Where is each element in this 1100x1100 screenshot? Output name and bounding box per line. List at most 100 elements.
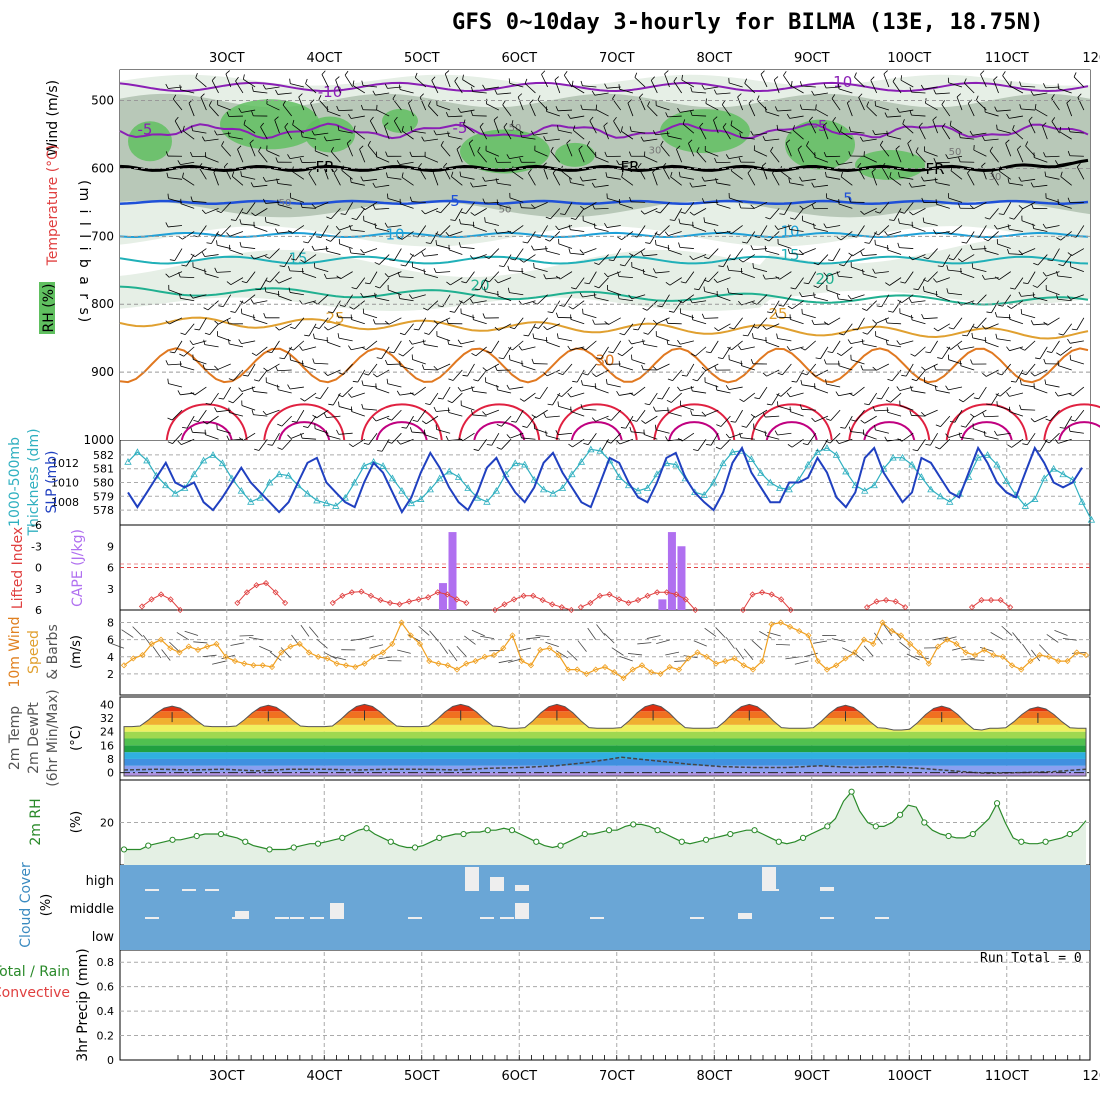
li-marker	[768, 591, 775, 598]
wind-barb	[1034, 387, 1048, 394]
wind-barb-flag	[262, 176, 267, 182]
wind-barb-flag	[1032, 223, 1035, 229]
wind-barb	[448, 231, 463, 237]
wind-barb-flag	[967, 168, 972, 174]
wind-barb	[600, 346, 609, 359]
wind-barb-flag	[1060, 171, 1063, 177]
wind-barb	[570, 115, 585, 119]
wind-barb	[680, 176, 694, 180]
wind-barb	[241, 340, 256, 344]
wind-barb-flag	[201, 209, 206, 214]
wind-barb-flag	[1043, 321, 1048, 326]
wind-barb	[253, 226, 268, 232]
li-tick: -3	[31, 540, 42, 553]
contour-label: 50	[509, 123, 522, 134]
wind-barb	[595, 387, 609, 394]
wind-barb-flag	[677, 107, 681, 113]
wind10m-barb	[332, 656, 347, 661]
wind-barb-flag	[409, 427, 413, 433]
wind-barb	[302, 272, 317, 279]
wind-barb-flag	[604, 321, 609, 325]
thickness-marker	[379, 462, 387, 469]
wind-barb	[450, 277, 463, 286]
wind-barb	[777, 109, 792, 112]
wind-barb-flag	[862, 332, 868, 335]
rh-marker	[145, 842, 152, 849]
wind10m-barb	[1022, 643, 1031, 656]
wind-barb-flag	[652, 130, 656, 135]
cape-tick: 3	[107, 583, 114, 596]
wind-barb-flag	[165, 360, 169, 366]
wind-barb	[668, 231, 682, 237]
wind-barb-flag	[202, 420, 208, 425]
wind-barb	[357, 369, 366, 383]
wind-barb-flag	[1047, 259, 1053, 262]
wind-barb-flag	[494, 278, 499, 284]
wind-barb	[680, 405, 695, 411]
wind-barb	[826, 225, 841, 229]
wind-barb-flag	[617, 353, 623, 357]
wind-barb	[181, 438, 195, 445]
wind-barb-flag	[401, 126, 404, 132]
wind-barb	[879, 202, 890, 214]
contour-label: -5	[453, 119, 468, 137]
wind-barb-flag	[682, 119, 686, 125]
wind-barb	[375, 297, 390, 302]
wind-barb-flag	[543, 136, 547, 141]
wind-barb-flag	[1018, 205, 1023, 210]
temp-contour-5	[119, 199, 1089, 205]
wind-barb-flag	[925, 443, 931, 446]
wind10m-marker	[907, 640, 914, 648]
wind-barb	[344, 74, 353, 88]
wind-barb-flag	[479, 122, 484, 128]
wind-barb-flag	[419, 93, 424, 98]
wind-barb-flag	[982, 135, 985, 141]
wind-barb	[363, 178, 378, 182]
temp-contour-20	[119, 285, 1089, 306]
wind-barb-flag	[384, 83, 388, 89]
wind10m-barb	[990, 632, 1003, 640]
wind-barb-flag	[836, 236, 842, 241]
wind-barb-flag	[1030, 182, 1034, 188]
wind-barb-flag	[627, 99, 632, 104]
legend-minmax: (6hr Min/Max)	[45, 689, 61, 786]
li-marker	[148, 596, 155, 603]
wind-barb	[387, 225, 402, 228]
wind-barb	[314, 428, 329, 434]
wind-barb-flag	[885, 282, 890, 286]
wind-barb	[478, 438, 488, 451]
wind-barb-flag	[948, 258, 954, 261]
wind-barb	[905, 363, 914, 377]
wind-barb-flag	[689, 298, 693, 304]
wind-barb-flag	[473, 448, 479, 451]
wind-barb	[765, 435, 780, 440]
wind-barb	[345, 202, 353, 215]
wind-barb	[572, 300, 585, 310]
wind-barb	[472, 91, 487, 94]
wind-barb	[997, 243, 1011, 249]
wind-barb	[972, 337, 987, 342]
wind-barb-flag	[277, 384, 279, 390]
wind-barb	[253, 184, 268, 188]
wind-barb-flag	[1043, 83, 1046, 89]
wind-barb-flag	[369, 116, 374, 122]
temp-contour-hotter	[375, 421, 428, 441]
wind-barb	[460, 246, 475, 249]
wind-barb	[423, 254, 438, 257]
wind10m-marker	[222, 653, 229, 660]
wind-barb	[649, 392, 658, 405]
li-marker	[406, 598, 413, 605]
wind-barb-flag	[167, 193, 169, 199]
wind-barb-flag	[177, 160, 181, 165]
wind-barb	[534, 150, 548, 157]
wind10m-barb	[874, 632, 883, 645]
wind-barb-flag	[165, 320, 170, 325]
wind-barb	[484, 86, 499, 90]
wind-barb	[225, 73, 232, 88]
wind-barb	[338, 406, 353, 411]
wind-barb	[1022, 202, 1036, 210]
wind-barb	[475, 346, 487, 357]
wind-barb	[509, 82, 524, 88]
wind-barb-flag	[325, 239, 331, 242]
wind-barb-flag	[408, 99, 413, 104]
